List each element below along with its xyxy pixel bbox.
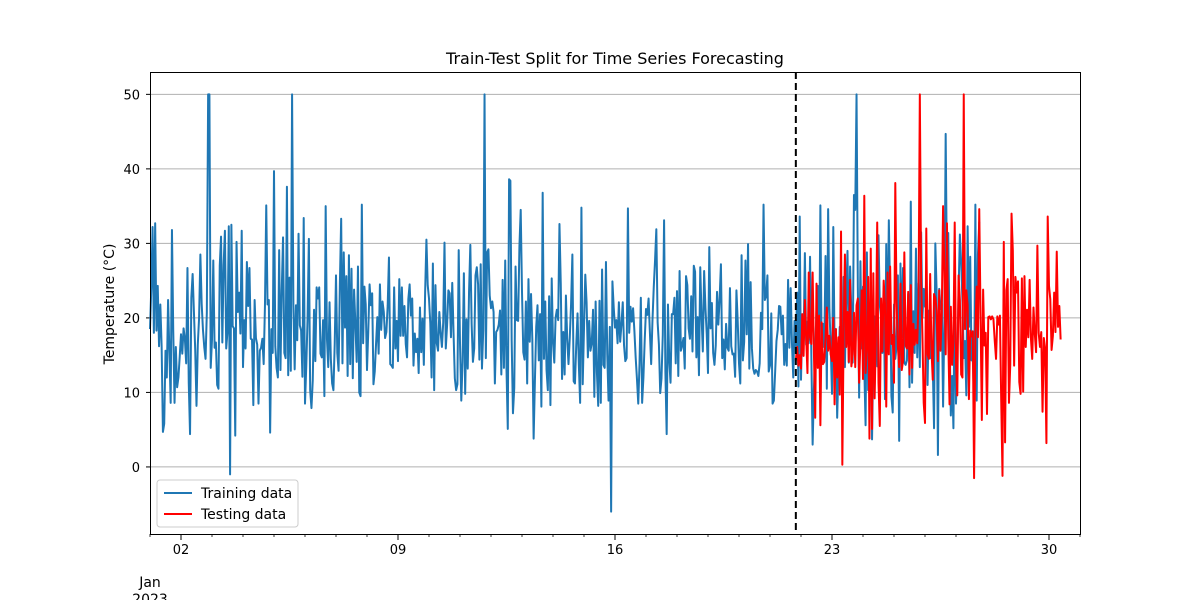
y-axis-label: Temperature (°C) [102,244,118,366]
y-tick-label: 0 [132,461,140,476]
x-axis-year-label: 2023 [132,592,168,600]
legend-label-testing: Testing data [200,507,286,523]
x-tick-label: 16 [607,543,624,558]
x-axis-month-label: Jan [138,575,161,591]
legend: Training data Testing data [156,479,299,528]
y-tick-label: 30 [123,237,140,252]
y-tick-label: 50 [123,88,140,103]
y-tick-label: 20 [123,312,140,327]
plot-lines [149,93,1062,513]
y-tick-label: 10 [123,386,140,401]
x-tick-label: 30 [1041,543,1058,558]
legend-box [156,479,299,528]
chart-title: Train-Test Split for Time Series Forecas… [445,49,784,68]
x-tick-label: 02 [173,543,190,558]
x-tick-label: 09 [390,543,407,558]
plot-frame [150,72,1081,535]
x-tick-label: 23 [824,543,841,558]
testing-data-line [794,93,1062,480]
y-tick-label: 40 [123,163,140,178]
legend-label-training: Training data [200,486,292,502]
axis-ticks: 0 10 20 30 40 50 02 09 16 23 30 [123,88,1081,558]
